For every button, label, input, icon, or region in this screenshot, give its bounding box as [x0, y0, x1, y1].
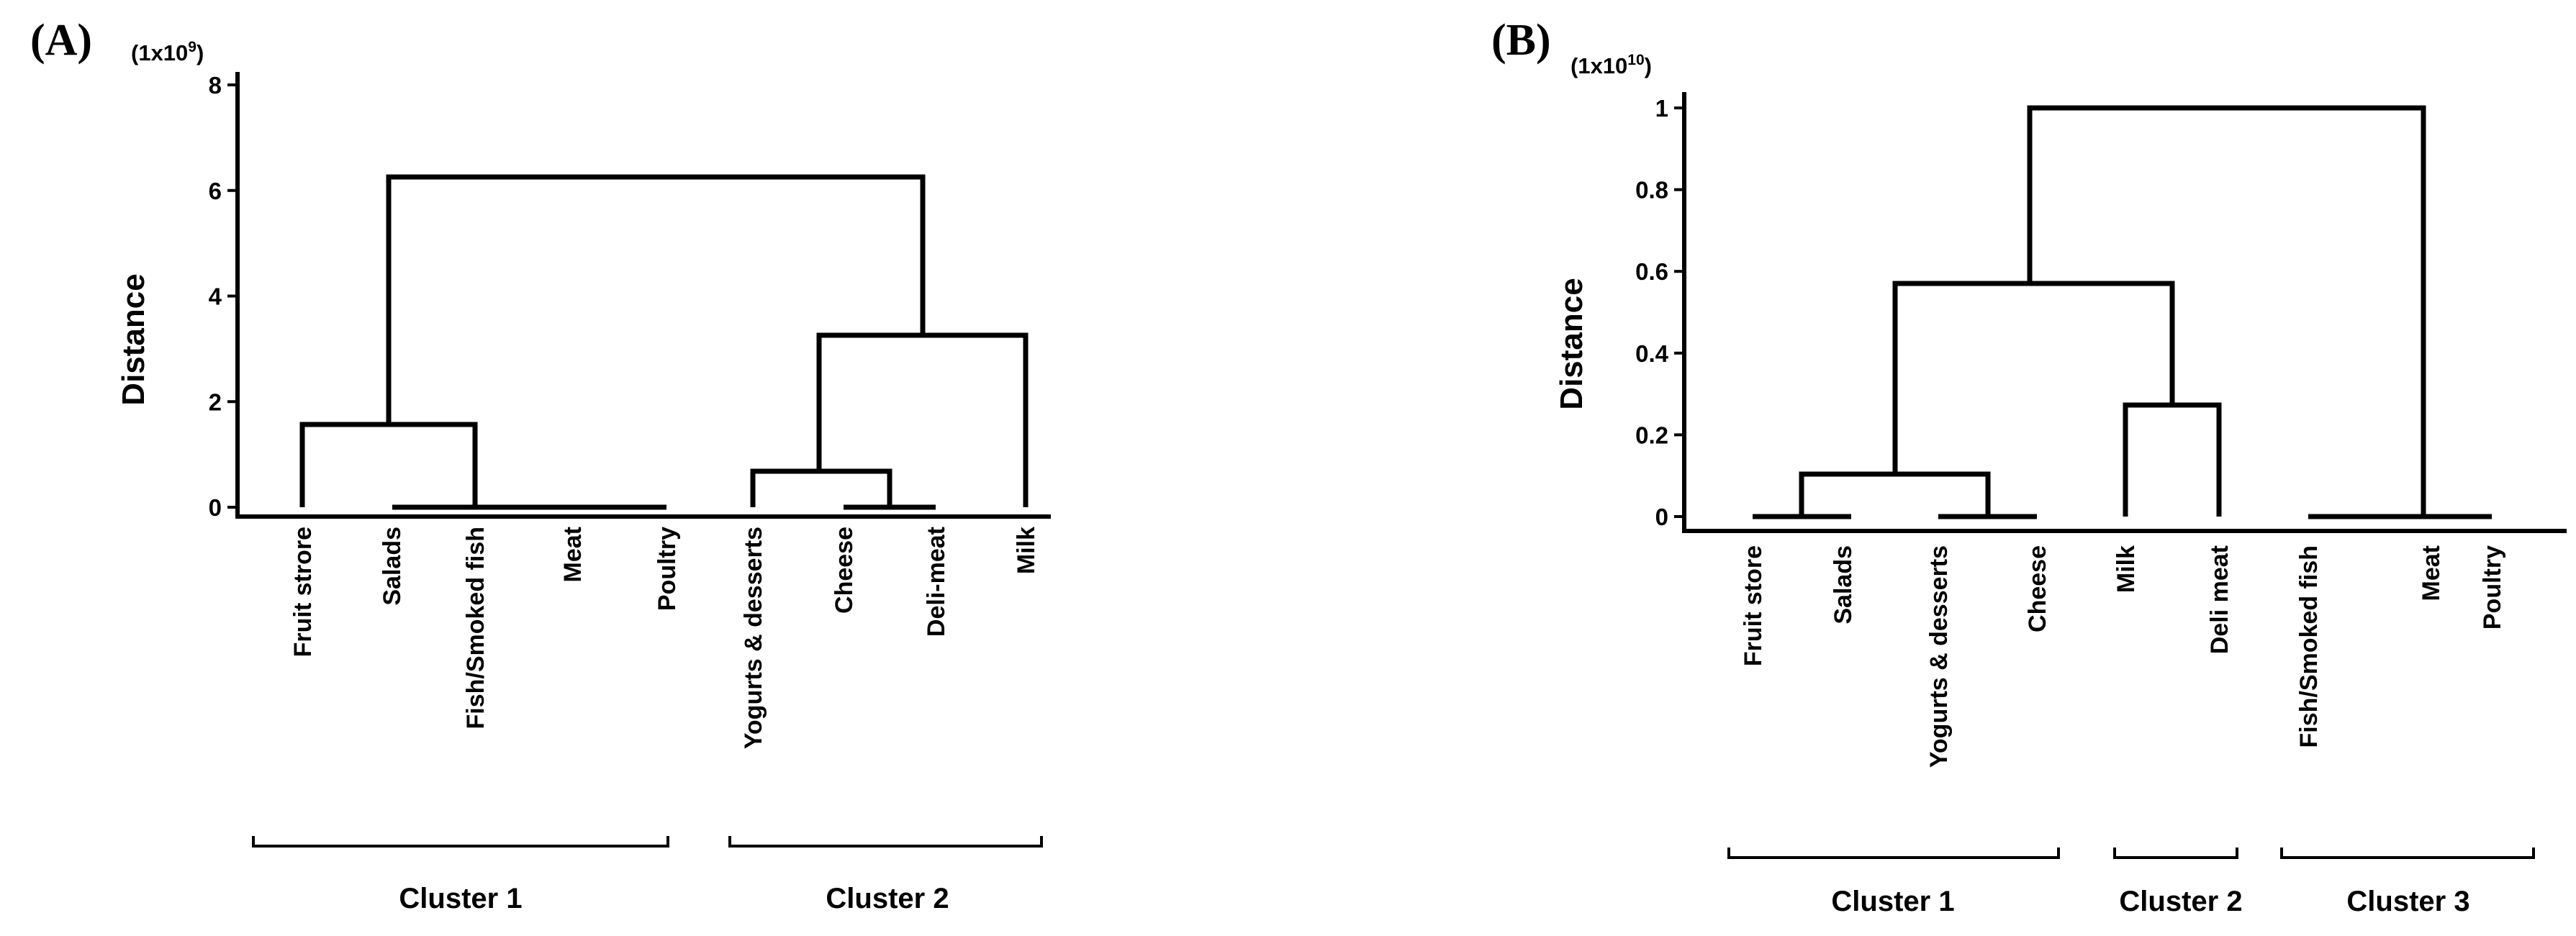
panel-a-y-tick-label: 2: [209, 389, 222, 415]
panel-a-scale-close: ): [196, 40, 204, 65]
panel-a-link-fruit-group: [299, 422, 478, 507]
panel-a-leaf-label: Cheese: [831, 527, 858, 614]
panel-b-link-cluster1-cluster2: [1892, 281, 2175, 474]
panel-b-y-axis-label: Distance: [1554, 278, 1589, 409]
panel-a-leaf-labels: Fruit strore Salads Fish/Smoked fish Mea…: [289, 527, 1040, 749]
panel-b-leaf-label: Yogurts & desserts: [1925, 545, 1953, 768]
panel-b-scale-base: (1x10: [1571, 53, 1627, 78]
panel-b-leaf-label: Poultry: [2479, 545, 2506, 630]
panel-a-dendrogram: [299, 174, 1029, 510]
panel-b-cluster-1-bracket: [1727, 848, 2060, 859]
panel-b-cluster-2-bracket: [2113, 848, 2238, 859]
panel-b-scale-factor: (1x1010): [1571, 52, 1652, 78]
panel-b-leaf-label: Deli meat: [2206, 545, 2233, 654]
panel-b-scale-close: ): [1645, 53, 1652, 78]
panel-b-link-milk-delimeat: [2123, 402, 2222, 517]
panel-b-link-cluster1-inner: [1799, 471, 1991, 517]
panel-b-leaf-label: Milk: [2112, 545, 2140, 593]
panel-b-leaf-label: Cheese: [2024, 545, 2051, 632]
panel-b-link-root: [2027, 105, 2426, 517]
panel-a-y-ticks: 0 2 4 6 8: [209, 72, 238, 521]
panel-a-leaf-label: Fish/Smoked fish: [462, 527, 489, 730]
panel-a-scale-exponent: 9: [188, 39, 196, 55]
panel-b-label: (B): [1491, 16, 1551, 65]
panel-b-y-ticks: 0 0.2 0.4 0.6 0.8 1: [1635, 95, 1684, 530]
panel-a-cluster-1-bracket: [252, 836, 669, 848]
panel-a-leaf-label: Poultry: [654, 527, 681, 611]
panel-b-y-tick-label: 0.6: [1635, 258, 1668, 285]
panel-a-leaf-label: Meat: [559, 527, 587, 582]
panel-a-link-milk-group: [816, 332, 1029, 507]
panel-a-y-tick-label: 8: [209, 72, 222, 99]
panel-b-leaf-labels: Fruit store Salads Yogurts & desserts Ch…: [1740, 545, 2506, 768]
panel-b-scale-exponent: 10: [1627, 52, 1644, 68]
panel-b-cluster-1-label: Cluster 1: [1831, 886, 1954, 917]
panel-a: (A) (1x109) Distance 0 2 4 6 8 Fruit strore …: [30, 16, 1051, 914]
panel-a-leaf-label: Yogurts & desserts: [740, 527, 767, 749]
panel-a-y-tick-label: 4: [209, 283, 222, 310]
panel-b-leaf-label: Salads: [1830, 545, 1857, 624]
panel-a-cluster-1-label: Cluster 1: [399, 883, 522, 914]
panel-a-leaf-label: Deli-meat: [923, 527, 950, 637]
panel-a-y-tick-label: 6: [209, 178, 222, 204]
panel-b-leaf-label: Fruit store: [1740, 545, 1767, 666]
panel-b-y-tick-label: 0.2: [1635, 422, 1668, 448]
panel-b-y-tick-label: 0: [1655, 504, 1668, 530]
panel-a-leaf-label: Fruit strore: [289, 527, 317, 657]
panel-a-cluster-2-bracket: [728, 836, 1043, 848]
panel-b-cluster-3-bracket: [2280, 848, 2535, 859]
panel-b-y-tick-label: 0.4: [1635, 340, 1669, 367]
panel-a-leaf-label: Milk: [1013, 527, 1040, 574]
panel-a-leaf-label: Salads: [379, 527, 406, 606]
panel-b-leaf-label: Meat: [2418, 545, 2445, 601]
panel-b-leaf-label: Fish/Smoked fish: [2295, 545, 2323, 748]
panel-a-y-tick-label: 0: [209, 494, 222, 521]
panel-a-label: (A): [30, 16, 92, 65]
panel-b-dendrogram: [1753, 105, 2492, 519]
panel-a-link-yogurts-group: [750, 468, 892, 507]
panel-a-cluster-2-label: Cluster 2: [826, 883, 949, 914]
panel-b-y-tick-label: 0.8: [1635, 177, 1668, 204]
panel-b-cluster-3-label: Cluster 3: [2346, 886, 2469, 917]
panel-b-y-tick-label: 1: [1655, 95, 1668, 122]
panel-b: (B) (1x1010) Distance 0 0.2 0.4 0.6 0.8 1 Fru…: [1491, 16, 2567, 917]
panel-a-y-axis-label: Distance: [116, 273, 151, 405]
panel-a-scale-factor: (1x109): [131, 39, 204, 65]
panel-b-cluster-2-label: Cluster 2: [2119, 886, 2242, 917]
panel-a-link-root: [386, 174, 926, 424]
panel-a-scale-base: (1x10: [131, 40, 188, 65]
